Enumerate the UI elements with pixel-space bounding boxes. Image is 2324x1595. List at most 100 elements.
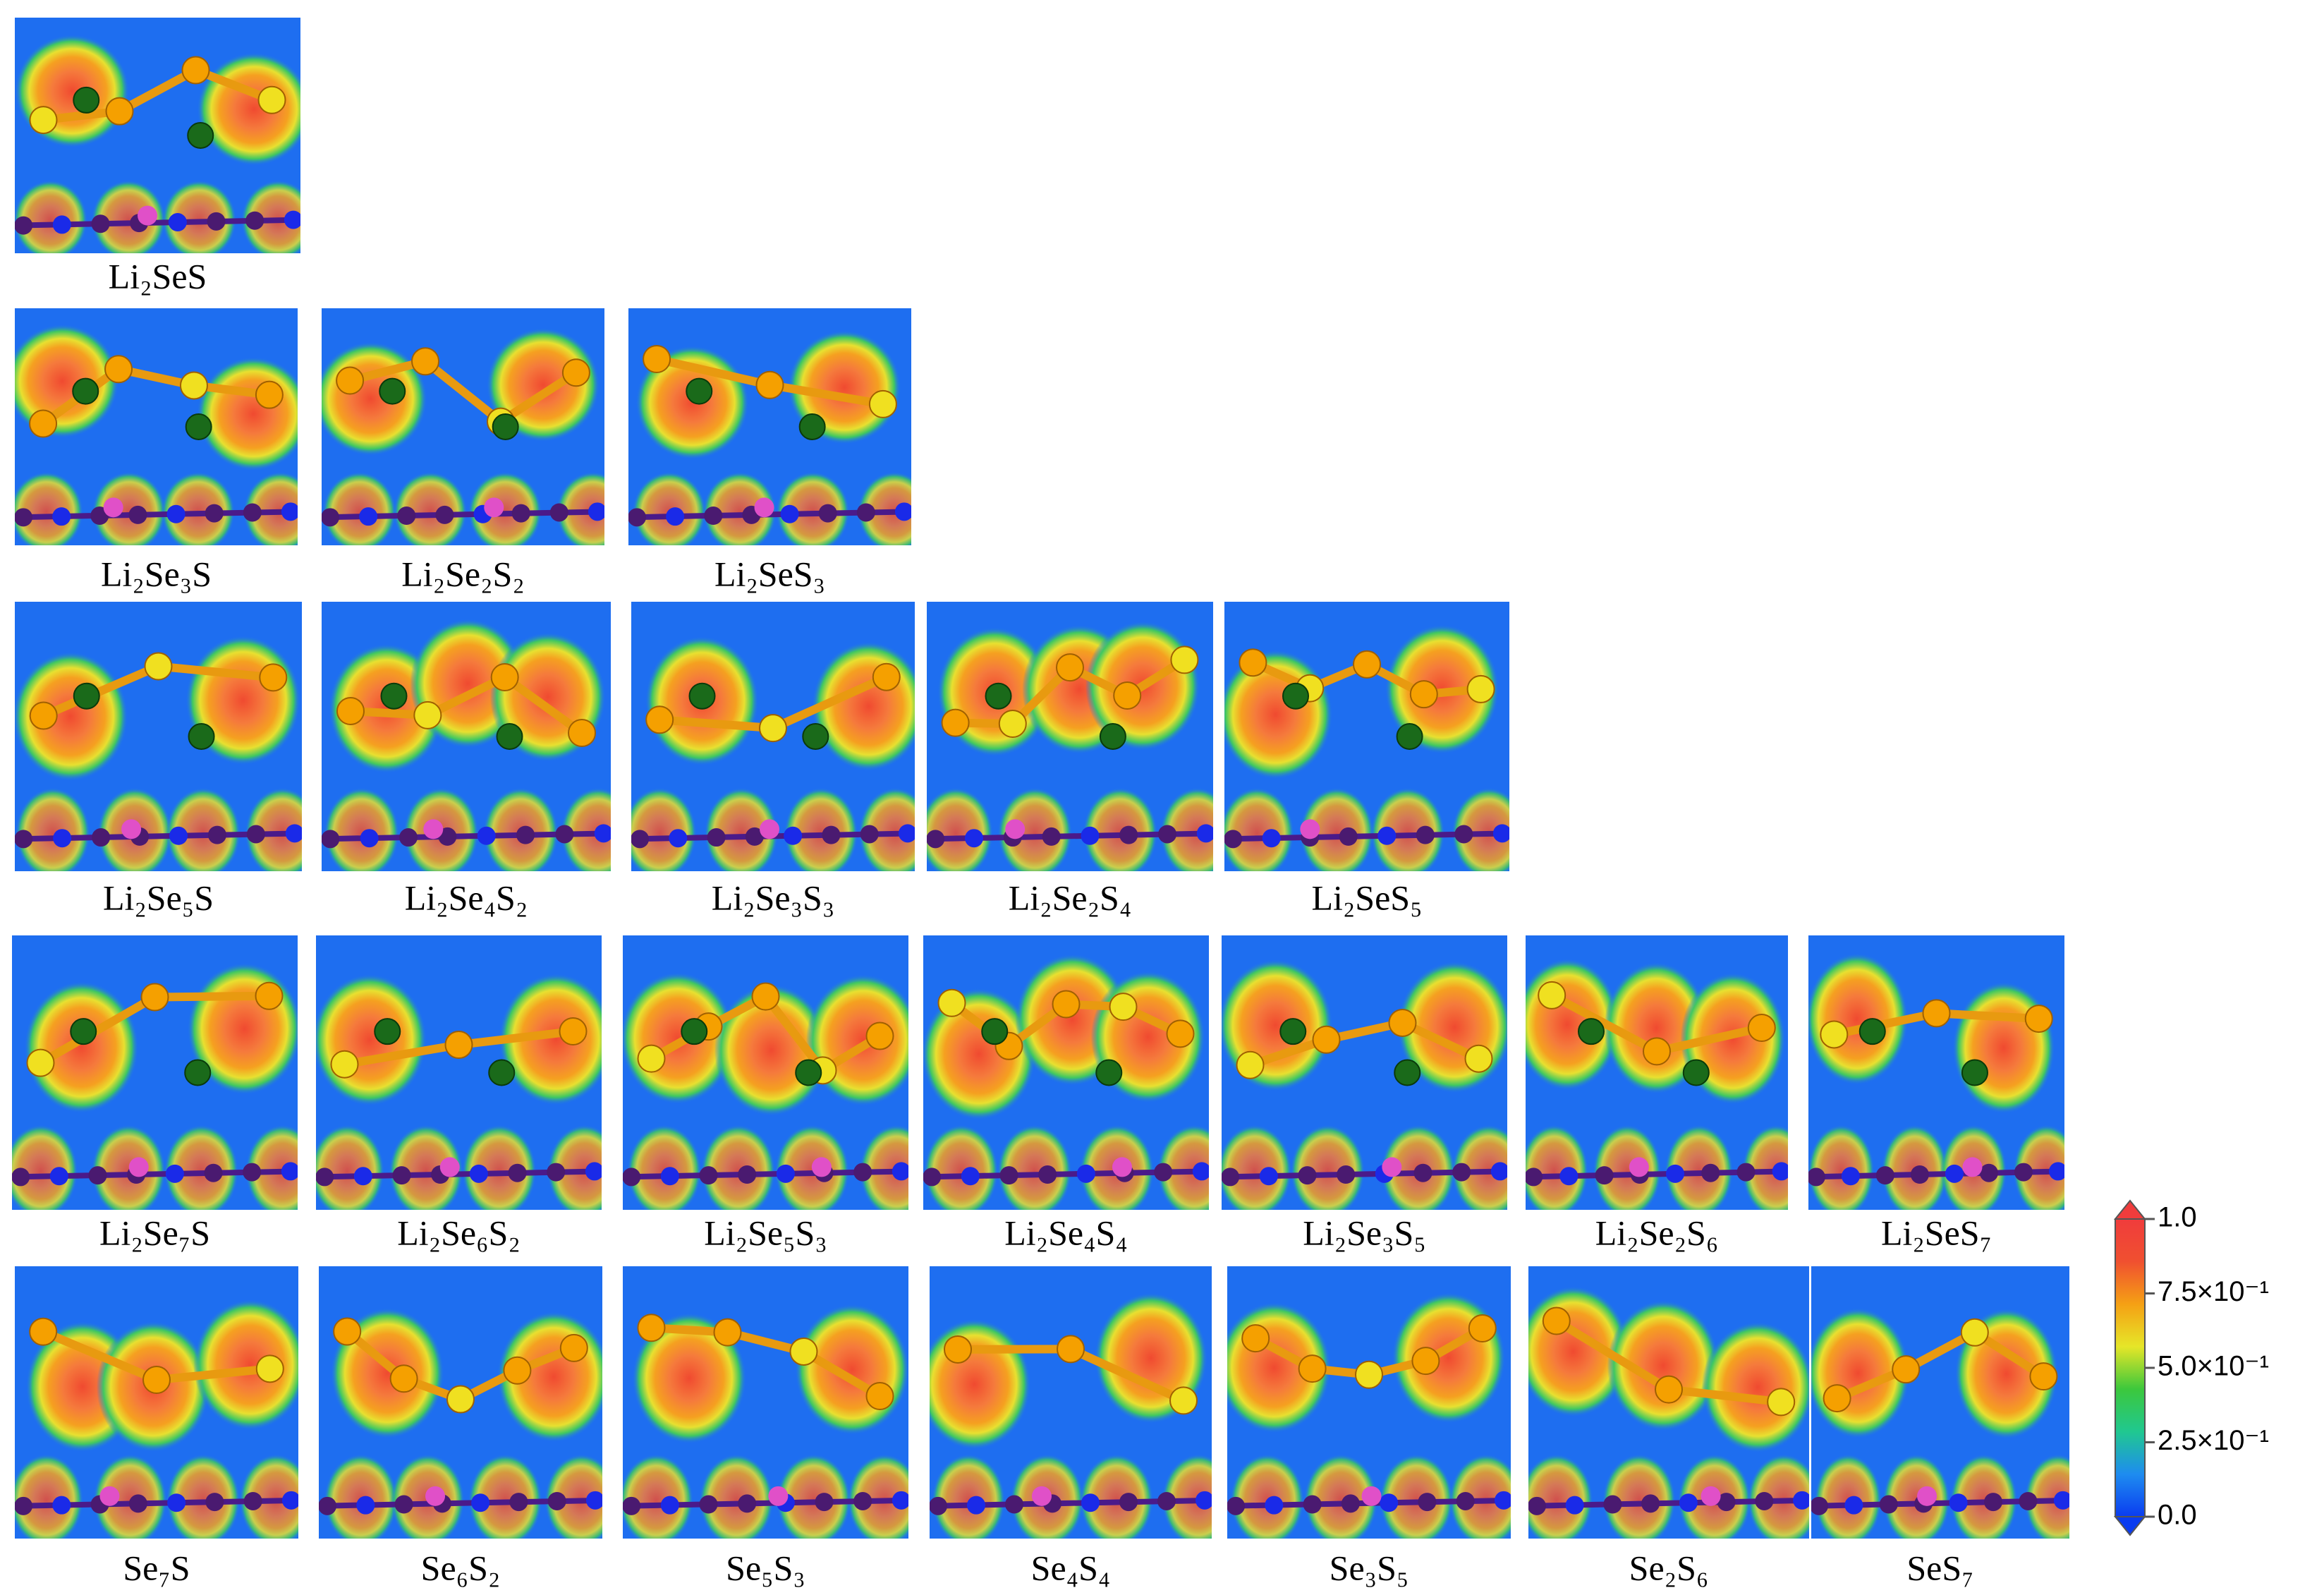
substrate-atom — [1119, 1493, 1138, 1512]
substrate-atom — [1196, 1491, 1212, 1510]
substrate-atom — [853, 1491, 872, 1510]
elf-panel: Se₃S₅ — [1227, 1266, 1511, 1587]
elf-panel: Li₂Se₇S — [12, 935, 298, 1252]
elf-blob — [1747, 1454, 1809, 1539]
panel-content — [15, 602, 302, 871]
bond — [41, 1328, 159, 1384]
substrate-atom — [1494, 1491, 1511, 1510]
substrate-atom — [281, 1491, 298, 1510]
elf-blob — [15, 180, 88, 253]
atom — [1409, 680, 1438, 709]
li-atom — [1917, 1486, 1937, 1506]
elf-blob — [847, 1454, 908, 1539]
atom — [1239, 648, 1267, 677]
li-atom — [681, 1018, 708, 1045]
elf-blob — [1222, 1124, 1292, 1210]
elf-blob — [162, 180, 237, 253]
substrate-atom — [1879, 1495, 1898, 1514]
substrate-atom — [1528, 1496, 1546, 1515]
atom — [179, 371, 208, 400]
substrate-atom — [1337, 1165, 1356, 1184]
atom — [998, 710, 1027, 739]
bond — [38, 993, 157, 1067]
atom — [944, 1335, 972, 1364]
formula-label: Se₃S₅ — [1330, 1548, 1409, 1587]
li-atom — [1282, 682, 1309, 710]
substrate-atom — [52, 215, 71, 234]
atom — [1236, 1050, 1265, 1079]
substrate-atom — [1262, 829, 1281, 848]
colorbar-tick-label: 0.0 — [2158, 1500, 2197, 1531]
panel-content — [923, 935, 1209, 1210]
bond — [659, 715, 774, 733]
li-atom — [423, 819, 444, 839]
substrate-atom — [281, 502, 298, 521]
substrate-atom — [1303, 1495, 1322, 1514]
elf-blob — [393, 471, 468, 545]
formula-label: Se₆S₂ — [421, 1548, 501, 1587]
li-atom — [1701, 1486, 1721, 1506]
substrate-atom — [699, 1166, 718, 1185]
bond — [1936, 1009, 2040, 1024]
elf-blob — [245, 787, 302, 871]
li-atom — [795, 1059, 822, 1086]
substrate-atom — [509, 1493, 528, 1512]
substrate-atom — [322, 830, 340, 849]
elf-panel: Se₄S₄ — [930, 1266, 1212, 1587]
li-atom — [425, 1486, 446, 1506]
li-atom — [754, 497, 774, 518]
substrate-atom — [245, 211, 264, 230]
substrate-atom — [281, 1162, 298, 1181]
panel-content — [1808, 935, 2064, 1210]
elf-blob — [1230, 1454, 1304, 1539]
atom — [26, 1048, 55, 1077]
atom — [1468, 1314, 1497, 1342]
atom — [444, 1031, 473, 1060]
atom — [1922, 999, 1951, 1028]
li-atom — [1031, 1486, 1052, 1506]
elf-blob — [932, 1454, 1006, 1539]
substrate-atom — [1158, 825, 1177, 844]
li-atom — [73, 682, 100, 710]
atom — [503, 1356, 532, 1385]
li-atom — [121, 819, 142, 839]
substrate-atom — [1259, 1167, 1278, 1186]
elf-blob — [241, 180, 300, 253]
substrate-atom — [628, 508, 647, 527]
elf-blob — [805, 974, 908, 1106]
atom — [941, 708, 970, 737]
substrate-atom — [1979, 1163, 1998, 1182]
atom — [1241, 1324, 1270, 1353]
substrate-atom — [243, 1491, 262, 1510]
substrate-atom — [1265, 1496, 1284, 1515]
atom — [1109, 993, 1138, 1021]
substrate-atom — [88, 1166, 107, 1185]
elf-blob — [499, 974, 602, 1105]
li-atom — [981, 1018, 1009, 1045]
substrate-atom — [438, 827, 457, 846]
atom — [559, 1017, 588, 1046]
elf-blob — [714, 984, 829, 1116]
bond — [769, 380, 884, 408]
substrate-atom — [738, 1165, 757, 1184]
elf-blob — [623, 1454, 693, 1539]
elf-blob — [700, 1124, 776, 1210]
li-atom — [1394, 1059, 1421, 1086]
substrate-atom — [469, 1164, 488, 1183]
elf-panel: Li₂Se₃S — [15, 308, 298, 593]
elf-blob — [924, 1124, 999, 1210]
substrate-atom — [243, 1163, 262, 1182]
atom — [637, 1314, 666, 1342]
elf-blob — [15, 34, 130, 148]
atom — [105, 97, 134, 126]
substrate-atom — [319, 1496, 337, 1515]
elf-blob — [545, 1454, 602, 1539]
formula-label: Li₂Se₃S₃ — [712, 878, 835, 917]
substrate-atom — [555, 825, 574, 844]
li-atom — [1629, 1157, 1649, 1177]
bond — [1668, 1385, 1782, 1407]
elf-panel: Li₂Se₄S₄ — [923, 935, 1209, 1252]
atom — [1538, 981, 1566, 1009]
elf-blob — [1452, 1124, 1507, 1210]
bond — [117, 66, 198, 115]
